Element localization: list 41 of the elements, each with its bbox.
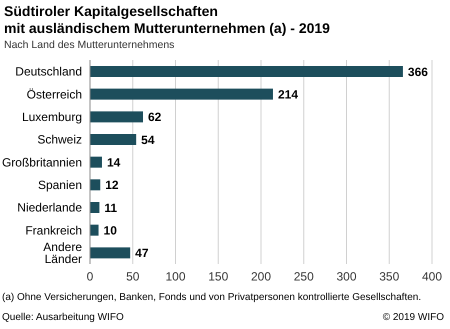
bar [90,134,136,145]
bar [90,88,273,100]
bar [90,66,403,77]
x-tick-label: 150 [208,270,229,284]
text: © 2019 WIFO [382,312,444,323]
y-tick-label: Österreich [26,87,82,102]
y-tick-label: Niederlande [17,200,82,215]
data-label: 366 [408,64,428,79]
x-tick-label: 350 [379,270,400,284]
x-tick-label: 0 [86,270,94,284]
x-tick-label: 400 [422,270,442,284]
data-label: 11 [104,200,118,215]
data-label: 214 [278,87,298,102]
y-tick-label: Großbritannien [2,155,82,170]
x-tick-label: 200 [250,270,272,284]
y-tick-label: Luxemburg [22,110,82,124]
data-label: 12 [105,178,119,192]
x-tick-label: 50 [126,270,140,284]
data-label: 47 [135,246,149,260]
data-label: 14 [106,155,121,170]
bar [90,247,130,258]
chart-subtitle: Nach Land des Mutterunternehmens [4,39,174,51]
x-tick-label: 250 [294,270,314,284]
bar [90,111,144,122]
y-tick-label: Frankreich [25,223,82,238]
x-tick-label: 100 [165,270,186,284]
bar [90,156,102,168]
data-label: 10 [104,223,118,238]
data-label: 54 [141,132,155,147]
y-tick-label: Schweiz [37,132,82,147]
bar [90,224,99,236]
chart-title: Südtiroler Kapitalgesellschaften mit ausländischem Mutterunternehmen (a) - 2019 [4,3,330,37]
bar [90,202,100,213]
y-tick-label: Andere Länder [43,240,82,266]
data-label: 62 [148,110,162,124]
bar [90,179,100,190]
text: (a) Ohne Versicherungen, Banken, Fonds und von Privatpersonen kontrollierte Gesellschaften. [2,292,422,303]
y-tick-label: Deutschland [15,64,82,79]
x-tick-label: 300 [336,270,357,284]
source-note: Quelle: Ausarbeitung WIFO [2,312,124,323]
y-tick-label: Spanien [38,178,82,192]
